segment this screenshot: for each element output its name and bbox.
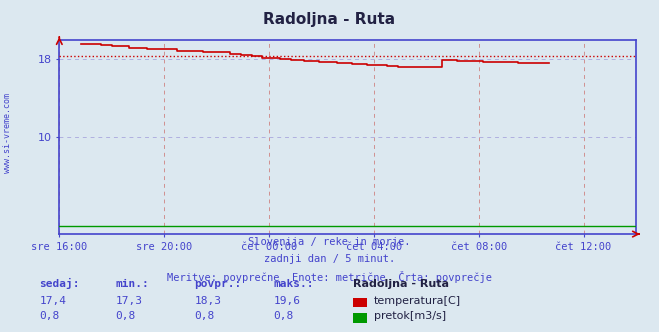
Text: 18,3: 18,3 bbox=[194, 296, 221, 306]
Text: 0,8: 0,8 bbox=[194, 311, 215, 321]
Text: temperatura[C]: temperatura[C] bbox=[374, 296, 461, 306]
Text: Radoljna - Ruta: Radoljna - Ruta bbox=[353, 279, 449, 289]
Text: min.:: min.: bbox=[115, 279, 149, 289]
Text: 19,6: 19,6 bbox=[273, 296, 301, 306]
Text: 0,8: 0,8 bbox=[115, 311, 136, 321]
Text: Radoljna - Ruta: Radoljna - Ruta bbox=[264, 12, 395, 27]
Text: sedaj:: sedaj: bbox=[40, 278, 80, 289]
Text: pretok[m3/s]: pretok[m3/s] bbox=[374, 311, 445, 321]
Text: 0,8: 0,8 bbox=[40, 311, 60, 321]
Text: zadnji dan / 5 minut.: zadnji dan / 5 minut. bbox=[264, 254, 395, 264]
Text: povpr.:: povpr.: bbox=[194, 279, 242, 289]
Text: 17,3: 17,3 bbox=[115, 296, 142, 306]
Text: Meritve: povprečne  Enote: metrične  Črta: povprečje: Meritve: povprečne Enote: metrične Črta:… bbox=[167, 271, 492, 283]
Text: www.si-vreme.com: www.si-vreme.com bbox=[3, 93, 13, 173]
Text: 0,8: 0,8 bbox=[273, 311, 294, 321]
Text: 17,4: 17,4 bbox=[40, 296, 67, 306]
Text: Slovenija / reke in morje.: Slovenija / reke in morje. bbox=[248, 237, 411, 247]
Text: maks.:: maks.: bbox=[273, 279, 314, 289]
